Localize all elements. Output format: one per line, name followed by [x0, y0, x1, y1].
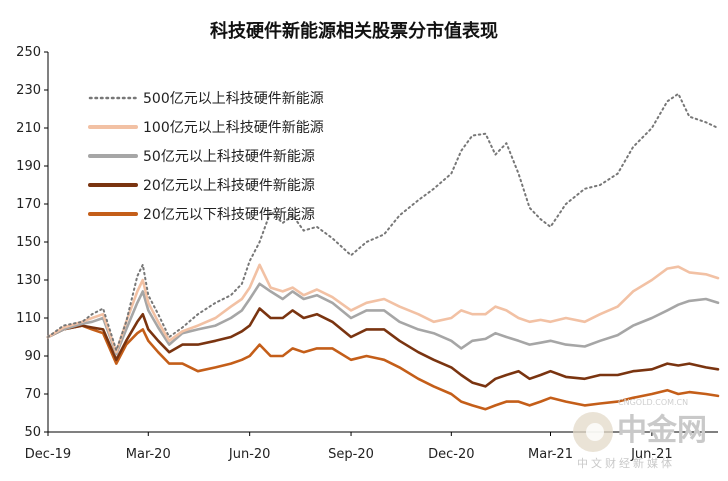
y-axis: 50 70 90 110 130 150 170 190 210 230 250 [16, 45, 49, 440]
legend-label: 50亿元以上科技硬件新能源 [143, 149, 315, 165]
y-tick-label: 190 [16, 159, 41, 174]
series-line [46, 324, 720, 411]
watermark-tagline: 中文财经新媒体 [577, 456, 675, 470]
y-tick-label: 150 [16, 235, 41, 250]
y-tick-label: 90 [24, 349, 41, 364]
series-line [46, 307, 720, 388]
watermark-name: 中金网 [617, 413, 707, 448]
chart-title: 科技硬件新能源相关股票分市值表现 [210, 20, 498, 42]
legend-label: 100亿元以上科技硬件新能源 [143, 120, 324, 136]
watermark-url: CNGOLD.COM.CN [618, 398, 688, 407]
legend-label: 20亿元以下科技硬件新能源 [143, 207, 315, 223]
y-tick-label: 170 [16, 197, 41, 212]
y-tick-label: 110 [16, 311, 41, 326]
y-tick-label: 70 [24, 387, 41, 402]
x-tick-label: Mar-20 [126, 447, 171, 462]
x-tick-label: Jun-21 [630, 447, 673, 462]
x-tick-label: Sep-20 [328, 447, 374, 462]
x-tick-label: Mar-21 [528, 447, 573, 462]
x-tick-label: Jun-20 [228, 447, 271, 462]
y-tick-label: 50 [24, 425, 41, 440]
series-line [47, 92, 719, 352]
y-tick-label: 210 [16, 121, 41, 136]
legend-label: 20亿元以上科技硬件新能源 [143, 178, 315, 194]
series-layer [46, 92, 720, 411]
legend-label: 500亿元以上科技硬件新能源 [143, 91, 324, 107]
y-tick-label: 230 [16, 83, 41, 98]
y-tick-label: 130 [16, 273, 41, 288]
y-tick-label: 250 [16, 45, 41, 60]
watermark: CNGOLD.COM.CN 中金网 中文财经新媒体 [573, 398, 707, 470]
watermark-logo-core [586, 423, 604, 441]
series-line [46, 263, 720, 354]
series-line [46, 282, 720, 356]
x-tick-label: Dec-19 [25, 447, 71, 462]
x-tick-label: Dec-20 [428, 447, 474, 462]
legend: 500亿元以上科技硬件新能源 100亿元以上科技硬件新能源 50亿元以上科技硬件新能… [88, 91, 324, 223]
